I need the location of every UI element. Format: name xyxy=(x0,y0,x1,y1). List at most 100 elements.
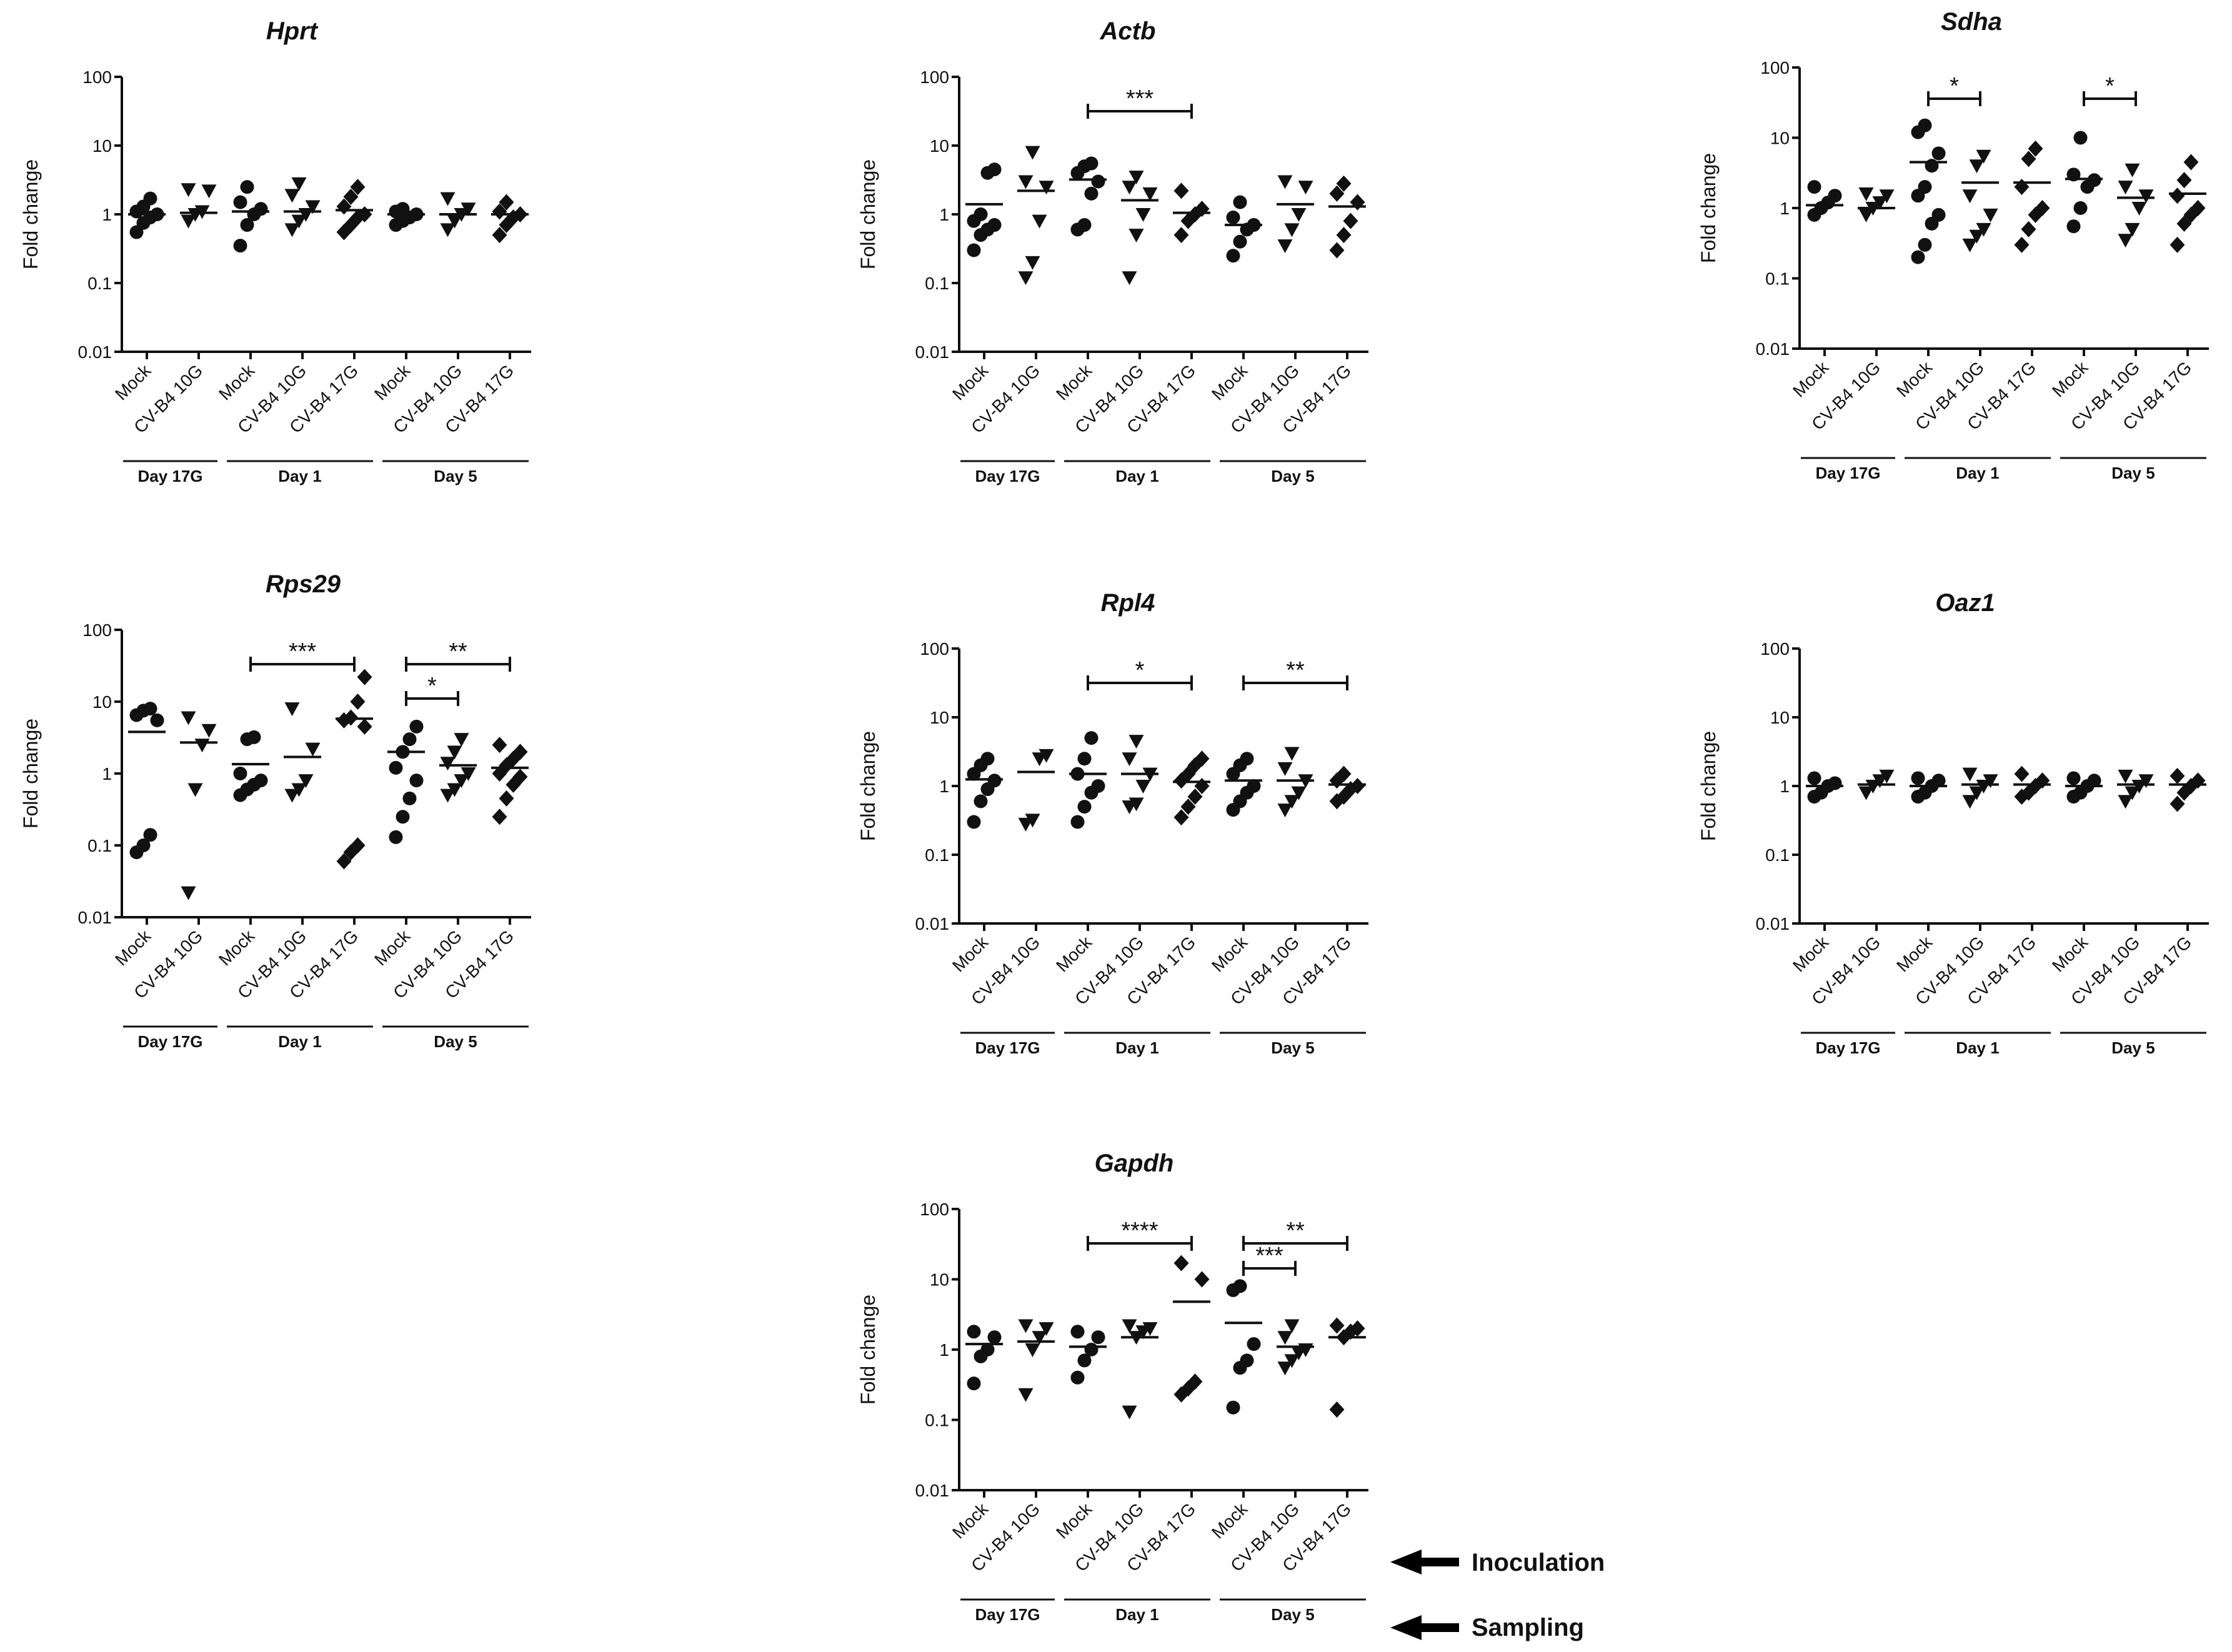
data-point xyxy=(1084,1343,1099,1356)
data-point xyxy=(350,179,366,196)
data-point xyxy=(1135,208,1151,222)
sampling-arrow-icon xyxy=(1390,1615,1459,1640)
data-point xyxy=(284,702,300,717)
data-point xyxy=(512,769,528,785)
data-point xyxy=(1969,159,1985,174)
data-point xyxy=(2170,236,2185,253)
data-point xyxy=(1018,1319,1034,1333)
data-point xyxy=(499,790,514,807)
data-point xyxy=(1872,774,1888,789)
y-tick-label: 10 xyxy=(930,708,949,727)
data-point xyxy=(2138,774,2154,789)
y-axis-label: Fold change xyxy=(19,159,42,269)
data-point xyxy=(150,713,164,727)
y-tick-label: 0.01 xyxy=(915,342,950,362)
data-point xyxy=(1025,814,1040,828)
data-point xyxy=(440,757,456,771)
data-point xyxy=(1336,227,1352,244)
data-point xyxy=(1084,186,1099,201)
data-point xyxy=(1122,1319,1137,1333)
data-point xyxy=(2087,774,2101,788)
day-group-label: Day 17G xyxy=(975,1605,1040,1624)
day-group-label: Day 17G xyxy=(137,1032,202,1051)
data-point xyxy=(1911,250,1925,264)
data-point xyxy=(1277,804,1293,818)
data-point xyxy=(1173,809,1189,826)
data-point xyxy=(143,828,157,842)
day-group-label: Day 1 xyxy=(1115,467,1158,485)
data-point xyxy=(2125,163,2140,177)
data-point xyxy=(1233,195,1247,209)
data-point xyxy=(1070,815,1085,829)
data-point xyxy=(461,202,476,217)
data-point xyxy=(1018,1388,1034,1402)
data-point xyxy=(1931,774,1946,788)
data-point xyxy=(492,227,507,244)
data-point xyxy=(1336,765,1352,782)
data-point xyxy=(1329,242,1345,259)
data-point xyxy=(1247,1337,1261,1351)
category-label: Mock xyxy=(1052,1499,1096,1543)
data-point xyxy=(2073,131,2088,145)
data-point xyxy=(1128,735,1144,749)
significance-label: ** xyxy=(449,639,467,665)
y-tick-label: 1 xyxy=(1780,777,1790,796)
category-label: Mock xyxy=(2048,357,2092,401)
data-point xyxy=(987,1330,1002,1345)
data-point xyxy=(447,783,462,797)
data-point xyxy=(454,733,469,747)
data-point xyxy=(233,767,247,780)
data-point xyxy=(1247,779,1261,793)
data-point xyxy=(1879,769,1895,784)
data-point xyxy=(1226,211,1240,225)
chart-title: Sdha xyxy=(1941,8,2002,36)
data-point xyxy=(343,188,359,205)
day-group-label: Day 17G xyxy=(975,467,1040,485)
data-point xyxy=(1091,1330,1105,1345)
data-point xyxy=(1879,189,1895,204)
inoculation-label: Inoculation xyxy=(1472,1549,1605,1576)
day-group-label: Day 17G xyxy=(1815,464,1880,482)
data-point xyxy=(1084,731,1099,745)
data-point xyxy=(1018,271,1034,286)
data-point xyxy=(1277,239,1293,254)
data-point xyxy=(1070,1325,1085,1339)
data-point xyxy=(967,1376,981,1391)
chart-title: Oaz1 xyxy=(1935,589,1995,617)
data-point xyxy=(2021,151,2036,167)
data-point xyxy=(1128,171,1144,185)
data-point xyxy=(1077,800,1092,814)
data-point xyxy=(1962,189,1978,204)
data-point xyxy=(2176,172,2192,189)
data-point xyxy=(2066,771,2081,785)
data-point xyxy=(1969,786,1985,800)
category-label: Mock xyxy=(215,926,259,970)
data-point xyxy=(447,745,462,760)
day-group-label: Day 5 xyxy=(1271,467,1314,485)
data-point xyxy=(1350,194,1365,211)
data-point xyxy=(980,1343,995,1356)
chart-title: Rps29 xyxy=(266,570,341,598)
y-tick-label: 0.01 xyxy=(915,914,950,933)
significance-label: *** xyxy=(1255,1243,1283,1269)
data-point xyxy=(1350,778,1365,794)
data-point xyxy=(1918,180,1932,194)
data-point xyxy=(305,742,321,757)
data-point xyxy=(440,192,456,206)
data-point xyxy=(1187,789,1203,805)
day-group-label: Day 1 xyxy=(278,467,321,485)
data-point xyxy=(298,774,314,789)
data-point xyxy=(1284,1319,1300,1333)
data-point xyxy=(2035,200,2050,216)
data-point xyxy=(233,195,247,209)
y-tick-label: 10 xyxy=(92,136,112,156)
category-label: Mock xyxy=(949,1499,992,1543)
data-point xyxy=(1187,1373,1203,1390)
y-tick-label: 0.01 xyxy=(78,342,112,362)
inoculation-arrow-icon xyxy=(1390,1550,1459,1575)
data-point xyxy=(1962,795,1978,809)
significance-label: * xyxy=(427,673,437,699)
data-point xyxy=(389,760,403,775)
y-axis-label: Fold change xyxy=(1697,731,1720,841)
category-label: Mock xyxy=(1789,932,1833,976)
